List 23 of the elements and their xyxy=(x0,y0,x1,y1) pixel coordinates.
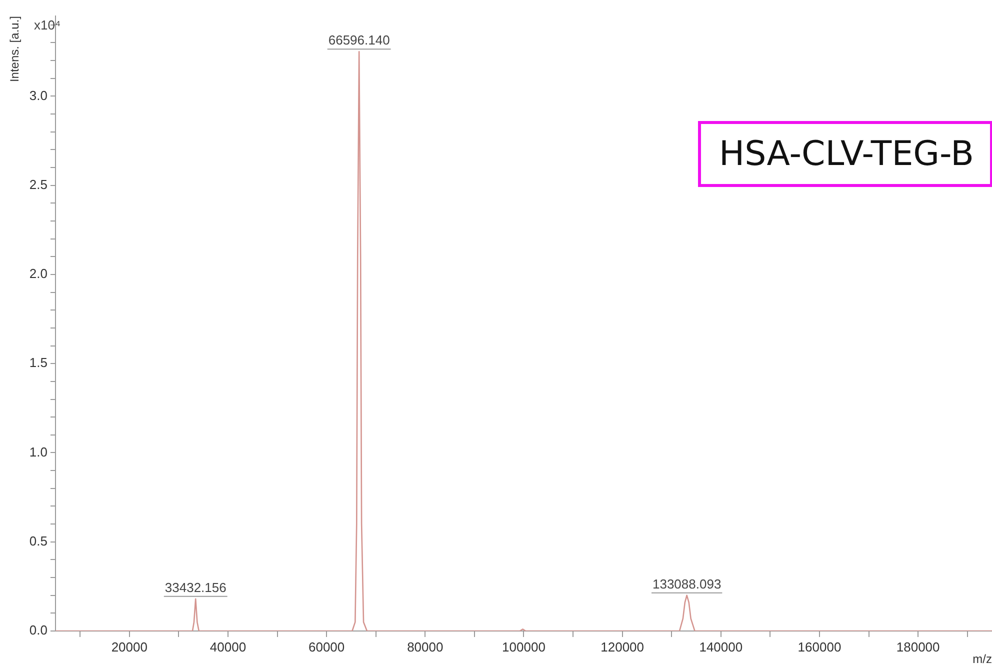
x-tick-label: 100000 xyxy=(502,639,546,654)
x-axis-title: m/z xyxy=(972,652,992,666)
x-tick-label: 80000 xyxy=(407,639,444,654)
annotation: x10⁴ xyxy=(34,18,61,33)
y-tick-label: 2.0 xyxy=(29,266,48,282)
y-tick-label: 1.5 xyxy=(29,355,48,370)
annotation: HSA-CLV-TEG-B xyxy=(698,121,992,187)
annotation: 66596.140 xyxy=(328,32,390,48)
y-tick-label: 3.0 xyxy=(29,88,48,103)
y-tick-label: 1.0 xyxy=(29,444,48,460)
y-axis-title: Intens. [a.u.] xyxy=(8,16,22,82)
x-tick-label: 180000 xyxy=(896,639,940,654)
annotation: 133088.093 xyxy=(652,576,722,592)
annotation: 33432.156 xyxy=(164,580,226,595)
x-tick-label: 40000 xyxy=(210,639,246,654)
x-tick-label: 160000 xyxy=(798,639,842,654)
x-tick-label: 60000 xyxy=(308,639,345,654)
y-tick-label: 2.5 xyxy=(29,176,48,192)
y-tick-label: 0.5 xyxy=(29,533,48,548)
x-tick-label: 20000 xyxy=(111,639,148,654)
x-tick-label: 140000 xyxy=(699,639,743,654)
y-tick-label: 0.0 xyxy=(29,622,48,638)
x-tick-label: 120000 xyxy=(600,639,644,654)
